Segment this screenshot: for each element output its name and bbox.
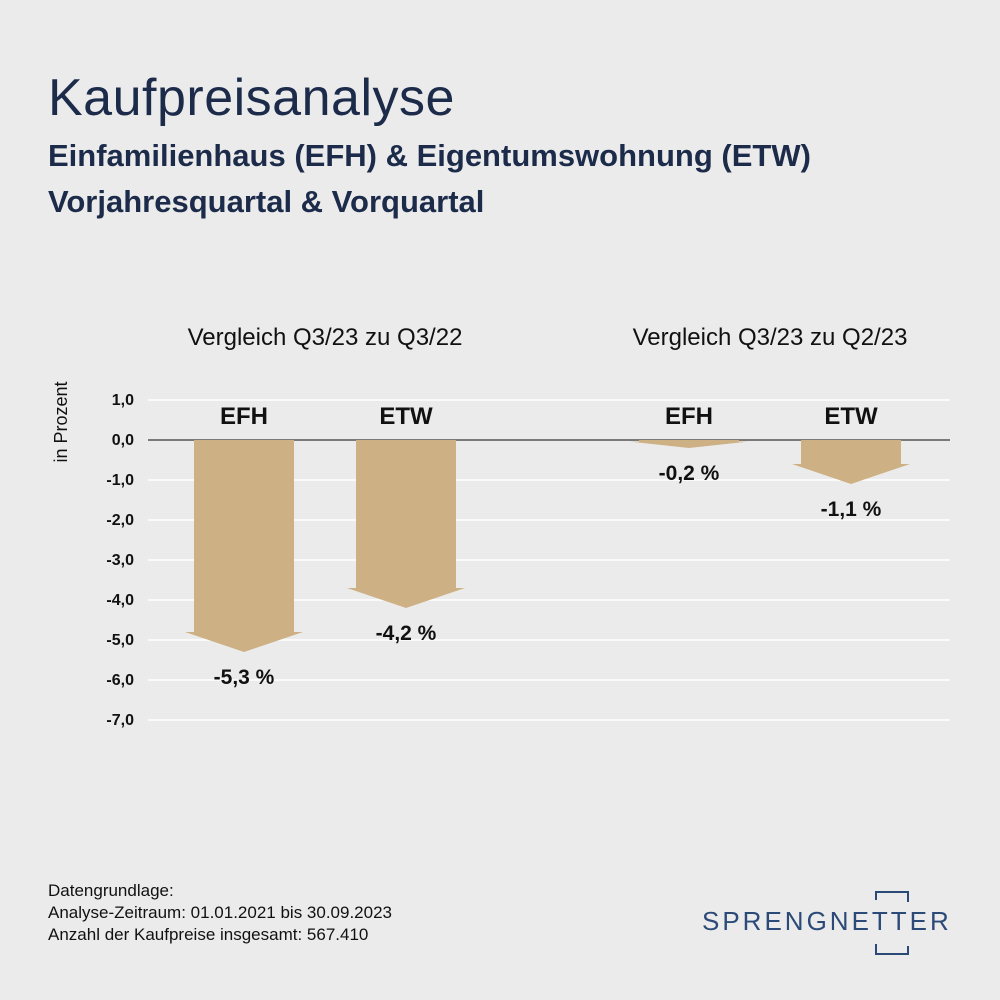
- value-label: -4,2 %: [376, 622, 437, 645]
- y-tick-label: 0,0: [112, 432, 134, 449]
- page-subtitle-line1: Einfamilienhaus (EFH) & Eigentumswohnung…: [48, 138, 811, 173]
- group-title: Vergleich Q3/23 zu Q3/22: [188, 324, 463, 351]
- footer-line-heading: Datengrundlage:: [48, 881, 174, 900]
- category-label: EFH: [665, 403, 713, 430]
- y-tick-label: -1,0: [106, 472, 134, 489]
- sprengnetter-logo: SPRENGNETTER: [702, 888, 962, 958]
- data-source-note: Datengrundlage: Analyse-Zeitraum: 01.01.…: [48, 880, 392, 946]
- bar-arrow-etw: [347, 440, 465, 608]
- category-label: ETW: [824, 403, 878, 430]
- value-label: -0,2 %: [659, 462, 720, 485]
- logo-bracket-icon: [875, 891, 909, 955]
- y-tick-label: -7,0: [106, 712, 134, 729]
- footer-line-count: Anzahl der Kaufpreise insgesamt: 567.410: [48, 925, 369, 944]
- bar-arrow-efh: [185, 440, 303, 652]
- bar-chart: 1,0 0,0 -1,0 -2,0 -3,0 -4,0 -5,0 -6,0 -7,0 in Pro…: [51, 324, 950, 729]
- y-axis-label: in Prozent: [51, 381, 71, 462]
- value-label: -1,1 %: [821, 498, 882, 521]
- bar-arrow-etw: [792, 440, 910, 484]
- y-tick-label: 1,0: [112, 392, 134, 409]
- bar-arrow-efh: [630, 440, 748, 448]
- category-label: ETW: [379, 403, 433, 430]
- y-tick-label: -6,0: [106, 672, 134, 689]
- page-title: Kaufpreisanalyse: [48, 69, 455, 127]
- y-tick-label: -2,0: [106, 512, 134, 529]
- value-label: -5,3 %: [214, 666, 275, 689]
- category-label: EFH: [220, 403, 268, 430]
- y-tick-label: -5,0: [106, 632, 134, 649]
- y-tick-label: -3,0: [106, 552, 134, 569]
- group-title: Vergleich Q3/23 zu Q2/23: [633, 324, 908, 351]
- logo-text: SPRENGNETTER: [702, 906, 952, 936]
- y-tick-label: -4,0: [106, 592, 134, 609]
- footer-line-period: Analyse-Zeitraum: 01.01.2021 bis 30.09.2…: [48, 903, 393, 922]
- page-subtitle-line2: Vorjahresquartal & Vorquartal: [48, 184, 485, 219]
